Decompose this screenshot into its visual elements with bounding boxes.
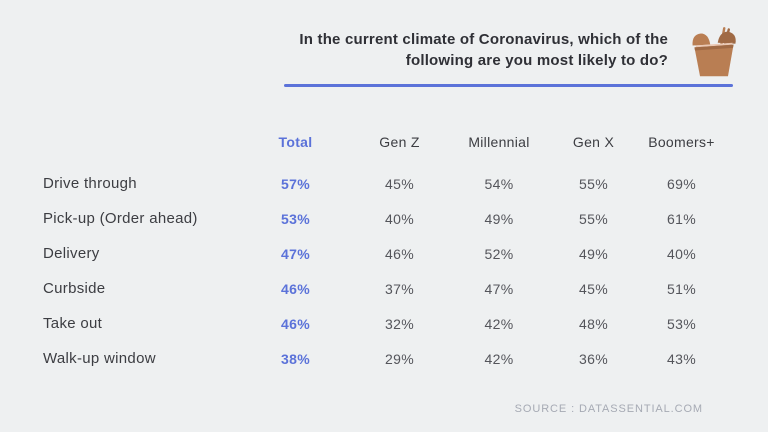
cell-value: 29% xyxy=(385,350,414,367)
cell-value: 47% xyxy=(484,280,514,297)
cell-value: 45% xyxy=(385,175,414,192)
total-value: 46% xyxy=(281,315,310,332)
cell-value: 40% xyxy=(385,210,414,227)
cell-value: 42% xyxy=(484,350,514,367)
cell-value: 40% xyxy=(667,245,696,262)
row-label: Drive through xyxy=(43,175,137,192)
cell-value: 51% xyxy=(667,280,696,297)
cell-value: 53% xyxy=(667,315,696,332)
total-value: 47% xyxy=(281,245,310,262)
cell-value: 48% xyxy=(579,315,608,332)
total-value: 38% xyxy=(281,350,310,367)
cell-value: 55% xyxy=(579,210,608,227)
total-value: 53% xyxy=(281,210,310,227)
cell-value: 36% xyxy=(579,350,608,367)
cell-value: 49% xyxy=(579,245,608,262)
page-title: In the current climate of Coronavirus, w… xyxy=(299,31,668,69)
row-label: Curbside xyxy=(43,280,106,297)
column-header-genz: Gen Z xyxy=(379,134,420,150)
cell-value: 69% xyxy=(667,175,696,192)
column-header-genx: Gen X xyxy=(572,134,615,150)
cell-value: 42% xyxy=(484,315,514,332)
cell-value: 46% xyxy=(385,245,414,262)
total-value: 57% xyxy=(281,175,310,192)
title-block: In the current climate of Coronavirus, w… xyxy=(273,29,668,71)
cell-value: 61% xyxy=(667,210,696,227)
cell-value: 55% xyxy=(579,175,608,192)
cell-value: 37% xyxy=(385,280,414,297)
row-label: Take out xyxy=(43,315,103,332)
row-label: Walk-up window xyxy=(43,350,156,367)
row-label: Pick-up (Order ahead) xyxy=(43,210,198,227)
total-value: 46% xyxy=(281,280,310,297)
cell-value: 43% xyxy=(667,350,696,367)
cell-value: 52% xyxy=(484,245,514,262)
cell-value: 32% xyxy=(385,315,414,332)
column-header-total: Total xyxy=(278,134,313,150)
cell-value: 49% xyxy=(484,210,514,227)
cell-value: 45% xyxy=(579,280,608,297)
title-divider xyxy=(284,84,733,87)
cell-value: 54% xyxy=(484,175,514,192)
results-table: Total Gen Z Millennial Gen X Boomers+ Dr… xyxy=(43,131,723,376)
column-header-boomers: Boomers+ xyxy=(648,134,715,150)
column-header-millennial: Millennial xyxy=(468,134,530,150)
source-text: SOURCE : DATASSENTIAL.COM xyxy=(514,403,703,415)
row-label: Delivery xyxy=(43,245,100,262)
takeout-box-icon xyxy=(692,27,736,77)
